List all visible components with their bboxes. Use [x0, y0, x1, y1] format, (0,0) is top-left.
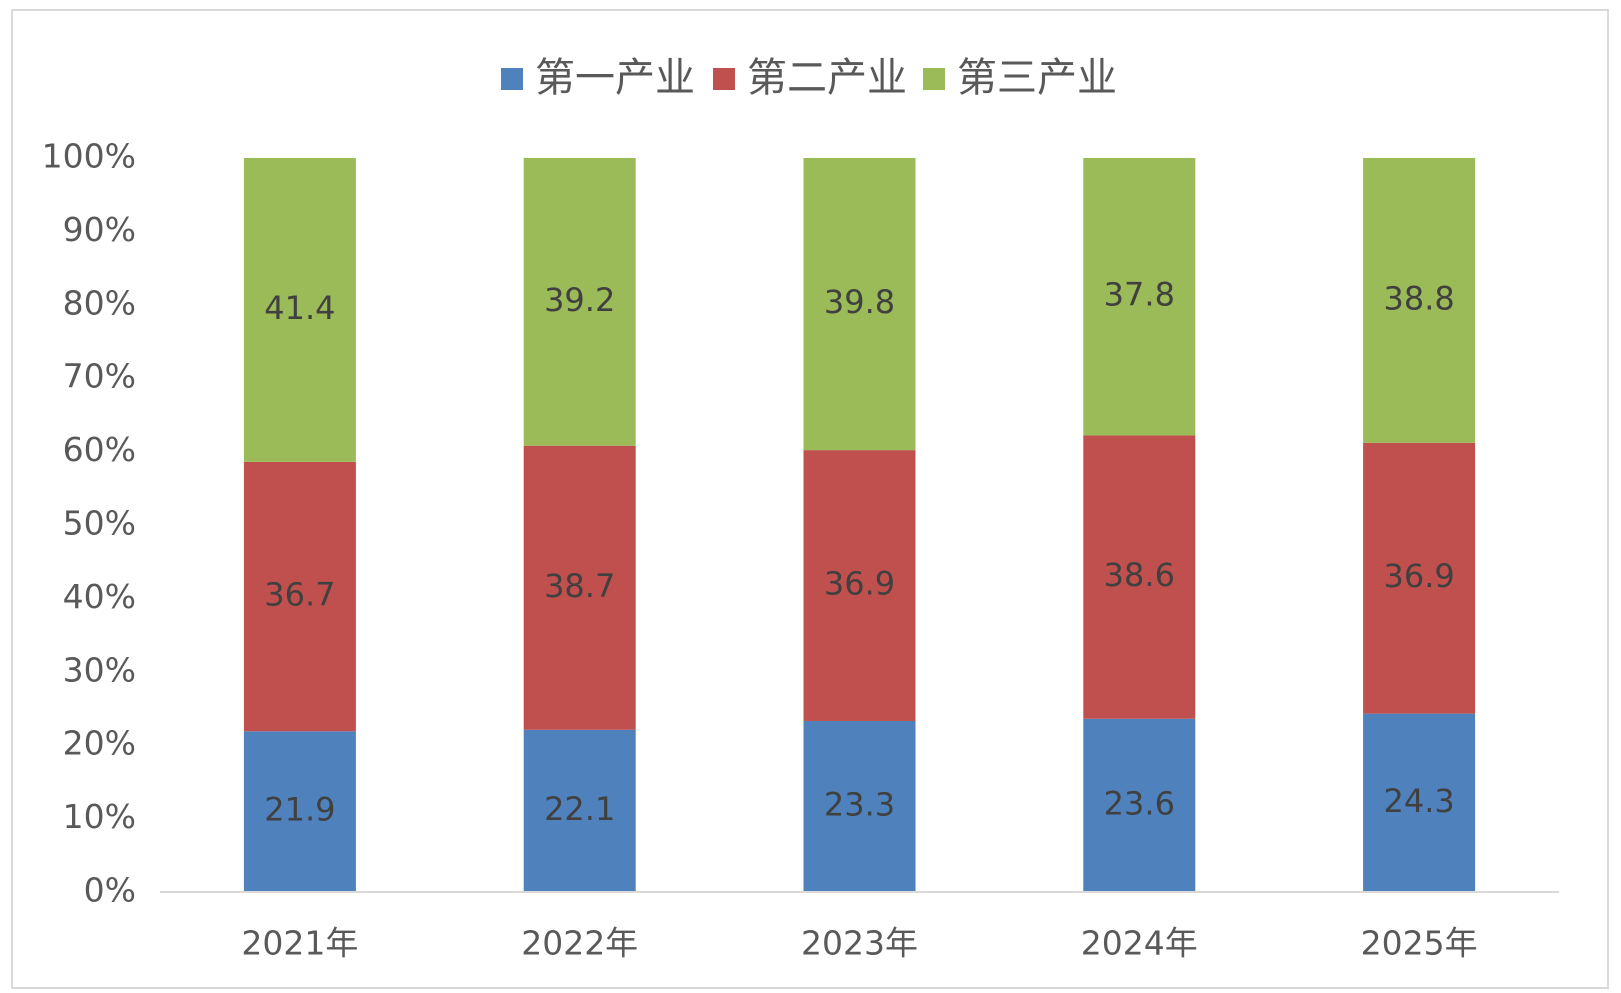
data-label: 39.8 [824, 283, 895, 321]
data-label: 39.2 [544, 281, 615, 319]
y-tick-label: 100% [42, 137, 136, 176]
legend-swatch [923, 68, 945, 90]
bar-segment [523, 158, 636, 446]
data-label: 22.1 [544, 790, 615, 828]
data-label: 38.8 [1383, 279, 1454, 317]
data-label: 38.6 [1104, 556, 1175, 594]
bar-segment [1083, 158, 1196, 436]
bar-segment [803, 720, 916, 892]
bar-segment [1083, 718, 1196, 892]
bar-segment [243, 158, 356, 462]
legend-swatch [713, 68, 735, 90]
data-label: 23.6 [1104, 784, 1175, 822]
y-tick-label: 70% [63, 357, 136, 396]
x-tick-label: 2025年 [1361, 924, 1478, 963]
data-label: 36.9 [1383, 557, 1454, 595]
bar-segment [243, 731, 356, 892]
y-tick-label: 90% [63, 210, 136, 249]
x-tick-label: 2023年 [801, 924, 918, 963]
y-tick-label: 40% [63, 577, 136, 616]
bar-segment [803, 158, 916, 451]
y-tick-label: 20% [63, 724, 136, 763]
bar-segment [1363, 442, 1476, 714]
x-tick-label: 2024年 [1081, 924, 1198, 963]
data-label: 41.4 [264, 289, 335, 327]
y-tick-label: 30% [63, 650, 136, 689]
legend-label: 第三产业 [957, 55, 1117, 101]
x-tick-label: 2022年 [521, 924, 638, 963]
legend-label: 第一产业 [535, 55, 695, 101]
x-tick-label: 2021年 [241, 924, 358, 963]
data-label: 24.3 [1383, 782, 1454, 820]
y-tick-label: 0% [84, 871, 136, 910]
y-tick-label: 60% [63, 430, 136, 469]
y-tick-label: 80% [63, 283, 136, 322]
data-label: 37.8 [1104, 276, 1175, 314]
bar-segment [1083, 435, 1196, 719]
bar-segment [523, 445, 636, 730]
data-label: 36.9 [824, 565, 895, 603]
bar-segment [1363, 158, 1476, 443]
bar-segment [243, 461, 356, 732]
data-label: 23.3 [824, 785, 895, 823]
legend-swatch [501, 68, 523, 90]
data-label: 38.7 [544, 567, 615, 605]
y-tick-label: 50% [63, 504, 136, 543]
y-tick-label: 10% [63, 797, 136, 836]
bar-segment [523, 729, 636, 892]
data-label: 36.7 [264, 576, 335, 614]
bar-segment [1363, 713, 1476, 892]
data-label: 21.9 [264, 791, 335, 829]
bar-segment [803, 450, 916, 721]
legend-label: 第二产业 [747, 55, 907, 101]
